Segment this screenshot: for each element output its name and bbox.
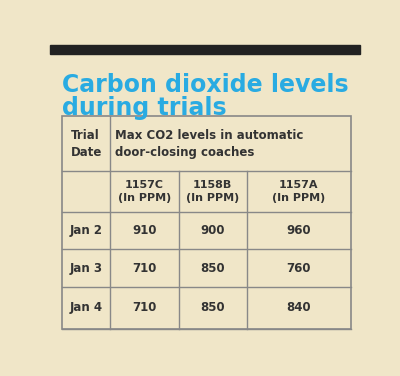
Text: 840: 840 [286,301,311,314]
Text: 850: 850 [200,262,225,274]
Text: Carbon dioxide levels: Carbon dioxide levels [62,73,349,97]
Text: 1157A
(In PPM): 1157A (In PPM) [272,180,326,203]
Bar [62,116,351,329]
Text: 1158B
(In PPM): 1158B (In PPM) [186,180,239,203]
Text: 710: 710 [132,262,157,274]
Text: Jan 3: Jan 3 [70,262,103,274]
Text: 710: 710 [132,301,157,314]
Bar [50,45,360,54]
Text: during trials: during trials [62,96,227,120]
Text: 850: 850 [200,301,225,314]
Text: 960: 960 [286,224,311,237]
Text: Jan 2: Jan 2 [70,224,103,237]
Text: Jan 4: Jan 4 [70,301,103,314]
Text: 760: 760 [286,262,311,274]
Text: Trial
Date: Trial Date [71,129,102,159]
Text: 900: 900 [200,224,225,237]
Text: Max CO2 levels in automatic
door-closing coaches: Max CO2 levels in automatic door-closing… [115,129,304,159]
Text: 1157C
(In PPM): 1157C (In PPM) [118,180,171,203]
Text: 910: 910 [132,224,157,237]
